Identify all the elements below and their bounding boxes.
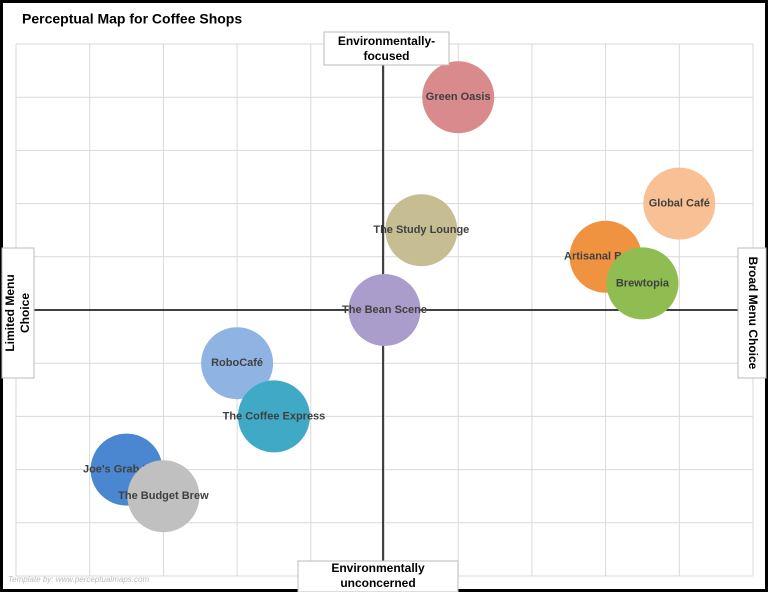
- bubble: [348, 274, 421, 346]
- right-label-box: [737, 247, 767, 379]
- top-label: Environmentally-focused: [337, 34, 436, 63]
- top-label-wrap: Environmentally-focused: [337, 34, 436, 63]
- bubble: [422, 61, 495, 134]
- point-label: RoboCafé: [211, 357, 263, 369]
- point-label: Green Oasis: [426, 91, 491, 103]
- point-label: The Budget Brew: [118, 490, 209, 502]
- point-label: The Study Lounge: [373, 224, 469, 236]
- point-label: The Bean Scene: [342, 304, 427, 316]
- point-label: Global Café: [649, 198, 710, 210]
- bubble: [643, 167, 716, 240]
- left-label-box: [1, 247, 35, 379]
- credit: Template by: www.perceptualmaps.com: [8, 575, 149, 584]
- bubble: [606, 247, 679, 320]
- bubble: [385, 194, 458, 267]
- right-label: Broad Menu Choice: [746, 257, 760, 370]
- bottom-label-box: [297, 560, 459, 592]
- bottom-label-wrap: Environmentally unconcerned: [331, 561, 425, 590]
- left-label: Limited Menu Choice: [3, 274, 32, 352]
- bottom-label: Environmentally unconcerned: [331, 561, 425, 590]
- bubble: [201, 327, 274, 400]
- top-label-box: [323, 31, 450, 66]
- point-label: Brewtopia: [616, 277, 670, 289]
- bubble: [237, 380, 310, 453]
- chart-title: Perceptual Map for Coffee Shops: [22, 11, 242, 27]
- point-label: The Coffee Express: [223, 410, 326, 422]
- bubble: [127, 460, 200, 533]
- left-label-wrap: Limited Menu Choice: [3, 274, 32, 352]
